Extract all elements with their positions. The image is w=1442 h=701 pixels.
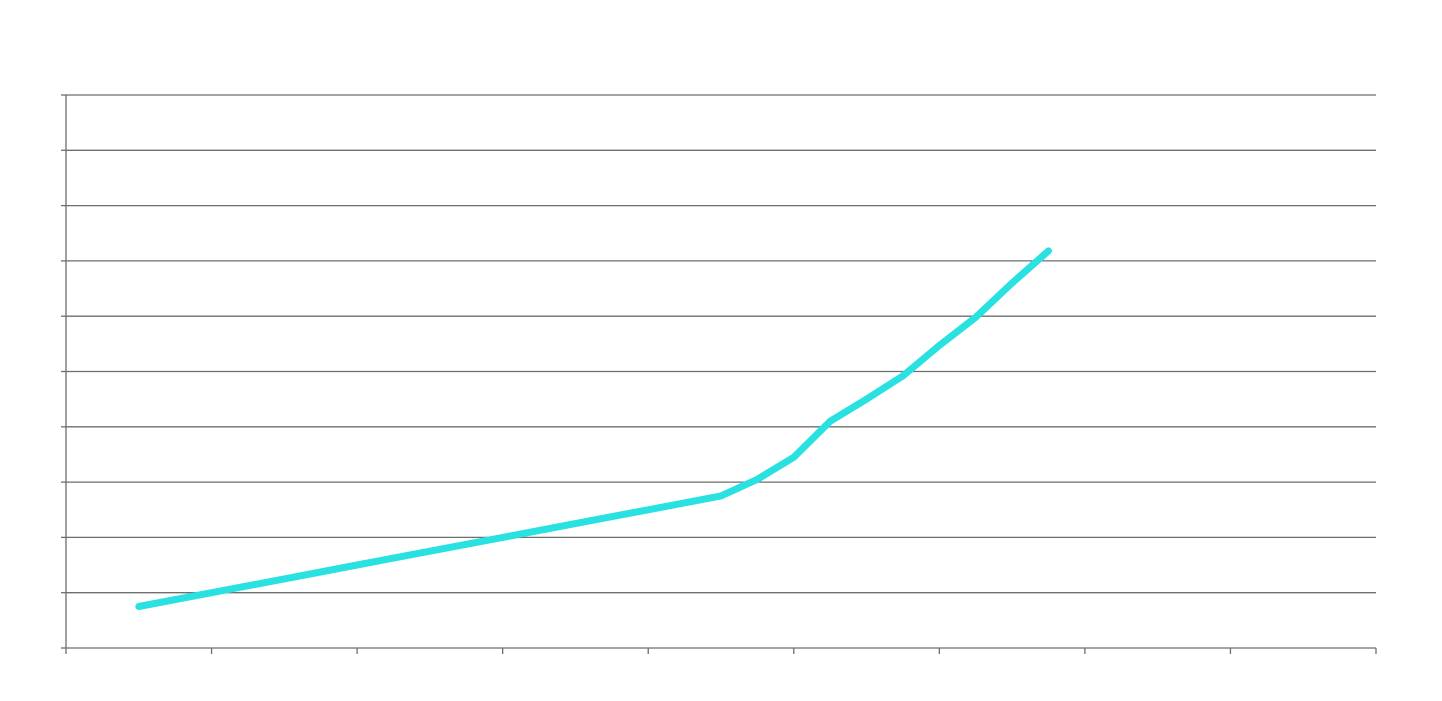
series-line-0 <box>135 247 1052 610</box>
grid-layer <box>66 94 1376 594</box>
axis-layer <box>61 94 1377 654</box>
series-layer <box>135 247 1052 610</box>
